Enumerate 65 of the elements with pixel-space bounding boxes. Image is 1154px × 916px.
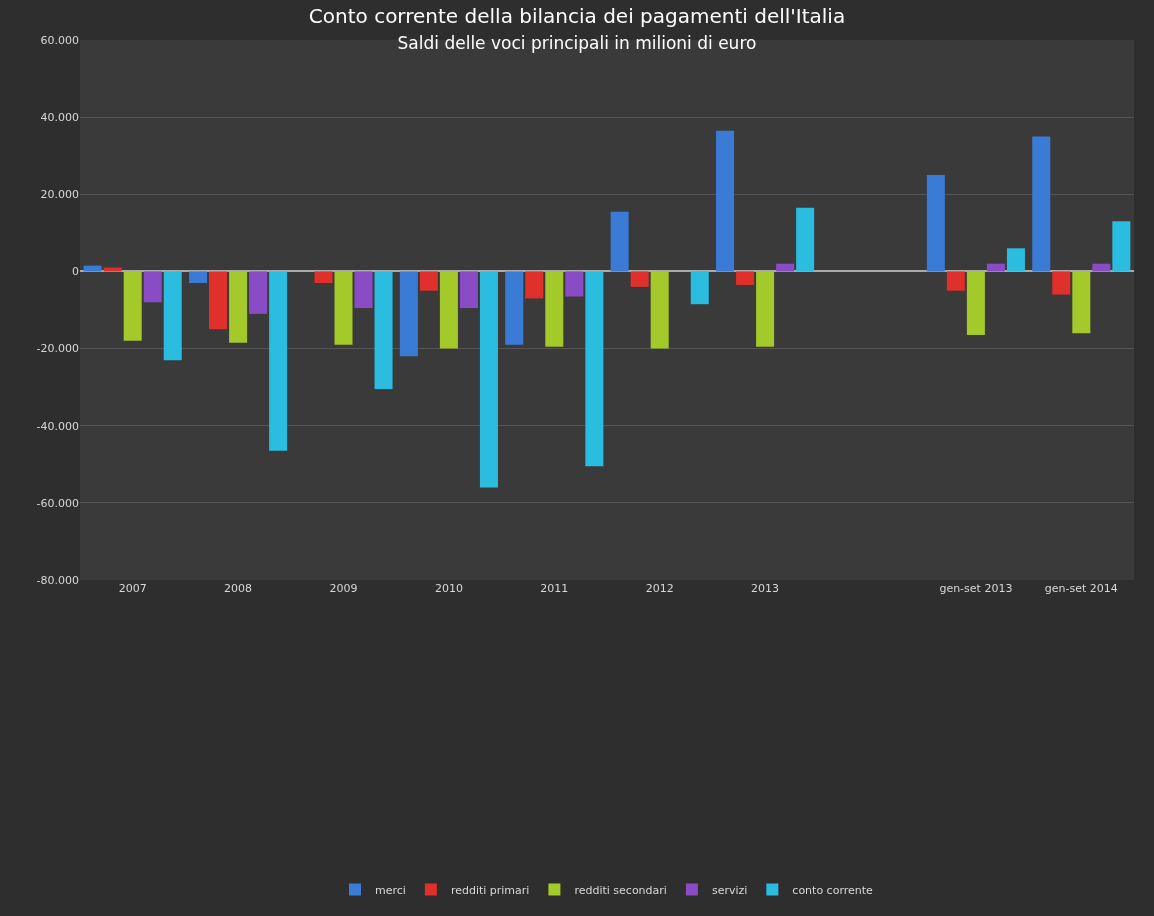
bar: [525, 271, 544, 299]
bar: [374, 271, 393, 390]
bar: [209, 271, 228, 330]
y-tick-label: -20.000: [36, 342, 79, 356]
bar: [123, 271, 142, 341]
bar: [249, 271, 268, 314]
bar: [1032, 136, 1051, 272]
y-tick-label: 0: [72, 265, 79, 279]
bar: [966, 271, 985, 336]
bar: [630, 271, 649, 287]
x-tick-label: 2008: [224, 582, 253, 595]
chart-subtitle: Saldi delle voci principali in milioni di euro: [397, 32, 757, 53]
bar: [776, 263, 795, 272]
bar: [1006, 248, 1025, 272]
y-tick-label: -60.000: [36, 496, 79, 510]
y-tick-label: 60.000: [40, 33, 79, 47]
bar: [269, 271, 288, 451]
bar: [1112, 221, 1131, 272]
bar: [459, 271, 478, 309]
legend-label: servizi: [711, 883, 748, 897]
x-tick-label: gen-set 2014: [1044, 582, 1118, 595]
bar: [926, 175, 945, 272]
legend-label: conto corrente: [792, 883, 874, 897]
x-tick-label: 2007: [118, 582, 147, 595]
bar: [314, 271, 333, 283]
bar: [585, 271, 604, 467]
bar: [736, 271, 755, 285]
legend-label: redditi secondari: [574, 883, 667, 897]
x-tick-label: 2011: [540, 582, 569, 595]
chart-title: Conto corrente della bilancia dei pagamenti dell'Italia: [308, 3, 846, 28]
y-tick-label: -40.000: [36, 419, 79, 433]
bar: [690, 271, 709, 305]
bar: [610, 211, 629, 272]
bar: [334, 271, 353, 345]
bar: [479, 271, 498, 488]
bar: [1092, 263, 1111, 272]
legend-label: merci: [375, 883, 406, 897]
x-tick-label: gen-set 2013: [939, 582, 1013, 595]
y-tick-label: 40.000: [40, 110, 79, 124]
bar: [163, 271, 182, 361]
bar: [439, 271, 458, 349]
legend-label: redditi primari: [450, 883, 530, 897]
bar: [650, 271, 669, 349]
bar: [1052, 271, 1071, 295]
y-tick-label: 20.000: [40, 188, 79, 202]
x-tick-label: 2013: [751, 582, 780, 595]
bar: [756, 271, 775, 347]
y-tick-label: -80.000: [36, 573, 79, 587]
x-tick-label: 2012: [645, 582, 674, 595]
bar: [986, 263, 1005, 272]
bar: [419, 271, 438, 291]
bar: [946, 271, 965, 291]
bar: [143, 271, 162, 303]
bar: [545, 271, 564, 347]
bar: [399, 271, 418, 357]
bar: [354, 271, 373, 309]
bar: [1072, 271, 1091, 334]
x-tick-label: 2010: [434, 582, 463, 595]
x-tick-label: 2009: [329, 582, 358, 595]
bar: [716, 130, 735, 272]
bar: [229, 271, 248, 343]
bar: [505, 271, 524, 345]
bar: [189, 271, 208, 283]
bar: [796, 207, 815, 272]
bar: [565, 271, 584, 297]
